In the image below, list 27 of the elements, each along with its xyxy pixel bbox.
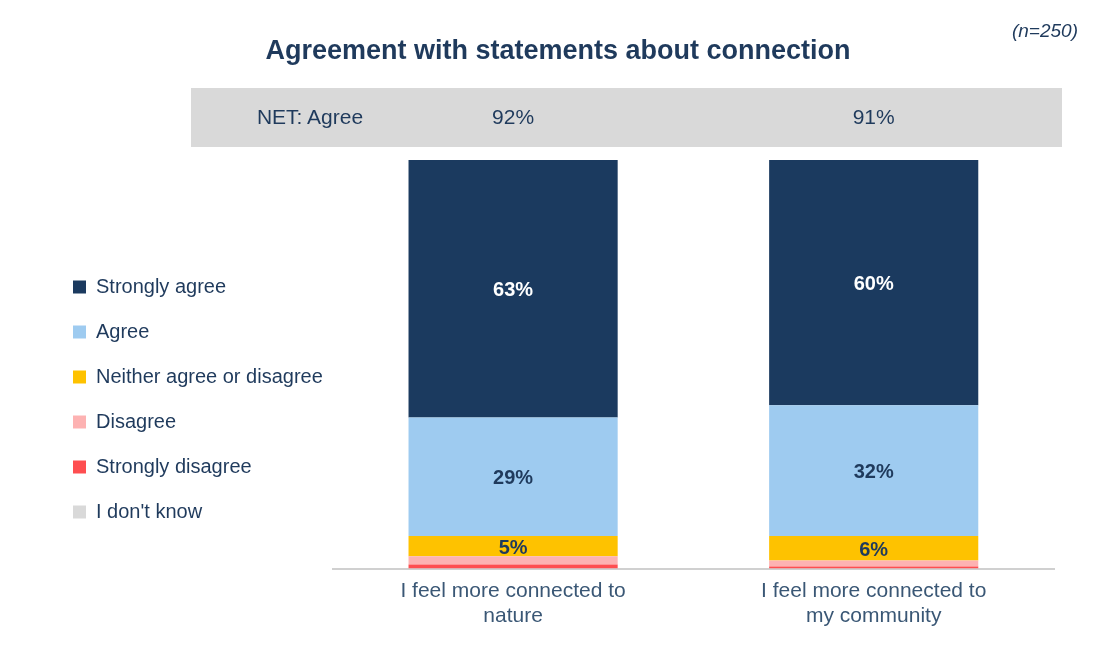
text: 91%: [852, 104, 895, 128]
text: NET: Agree: [256, 104, 364, 128]
data-label: 5%: [498, 535, 528, 558]
bar: [769, 160, 979, 406]
legend-label: Neither agree or disagree: [96, 364, 323, 387]
bar: [769, 560, 979, 567]
text: (n=250): [1011, 20, 1078, 42]
x-tick-label: I feel more connected to my community: [761, 578, 987, 627]
legend-label: Agree: [96, 319, 150, 342]
bar: [408, 160, 618, 418]
legend-label: Disagree: [96, 409, 177, 432]
data-label: 32%: [853, 460, 894, 483]
text: 92%: [492, 104, 535, 128]
bar: [769, 405, 979, 536]
legend-label: Strongly agree: [96, 274, 227, 297]
bar: [408, 417, 618, 536]
x-tick-label: I feel more connected to nature: [400, 578, 626, 627]
bar: [408, 535, 618, 557]
bar: [408, 556, 618, 565]
data-label: 63%: [493, 278, 534, 301]
data-label: 6%: [859, 537, 889, 560]
legend-label: Strongly disagree: [96, 454, 252, 477]
bar: [769, 535, 979, 561]
data-label: 60%: [853, 272, 894, 295]
data-label: 29%: [493, 466, 534, 489]
chart-title: Agreement with statements about connection: [265, 35, 851, 66]
legend-label: I don't know: [96, 499, 203, 522]
